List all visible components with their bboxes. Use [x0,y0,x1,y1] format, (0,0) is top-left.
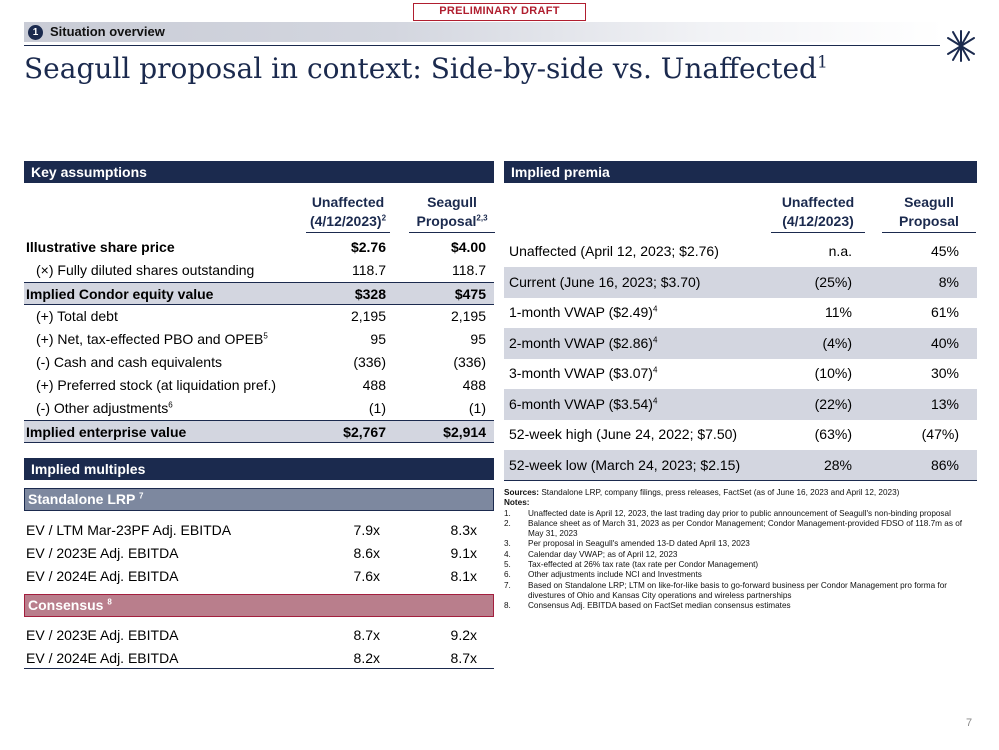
table-row: (+) Total debt 2,195 2,195 [36,308,486,324]
table-row: EV / 2023E Adj. EBITDA 8.7x 9.2x [26,627,477,643]
premia-col-seagull: Seagull Proposal [882,193,976,233]
snowflake-star-icon [947,30,975,62]
table-row: Current (June 16, 2023; $3.70) (25%) 8% [504,267,977,298]
footnote-item: 8. Consensus Adj. EBITDA based on FactSet… [504,601,791,611]
section-number-badge: 1 [28,25,43,40]
section-label: Situation overview [50,24,165,39]
section-bar [24,22,944,42]
table-row: (+) Preferred stock (at liquidation pref… [36,377,486,393]
footnote-item: 7. Based on Standalone LRP; LTM on like-f… [504,580,947,600]
table-row: 1-month VWAP ($2.49)4 11% 61% [509,304,959,320]
table-row: EV / 2024E Adj. EBITDA 8.2x 8.7x [24,647,494,669]
sources-line: Sources: Standalone LRP, company filings… [504,488,900,497]
footnote-item: 6. Other adjustments include NCI and Inve… [504,570,702,580]
consensus-header: Consensus 8 [24,594,494,617]
table-row: (+) Net, tax-effected PBO and OPEB5 95 9… [36,331,486,347]
table-row: EV / 2023E Adj. EBITDA 8.6x 9.1x [26,545,477,561]
table-row: 3-month VWAP ($3.07)4 (10%) 30% [509,365,959,381]
draft-stamp: PRELIMINARY DRAFT [413,3,586,21]
footnote-item: 2. Balance sheet as of March 31, 2023 as … [504,518,963,539]
table-row: Illustrative share price $2.76 $4.00 [26,239,486,255]
standalone-lrp-header: Standalone LRP 7 [24,488,494,511]
table-row: Unaffected (April 12, 2023; $2.76) n.a. … [509,243,959,259]
table-row: (-) Other adjustments6 (1) (1) [36,400,486,416]
footnote-item: 3. Per proposal in Seagull's amended 13-D… [504,539,750,549]
table-row: 6-month VWAP ($3.54)4 (22%) 13% [504,389,977,420]
table-row: 52-week high (June 24, 2022; $7.50) (63%… [509,426,959,442]
table-row: EV / 2024E Adj. EBITDA 7.6x 8.1x [26,568,477,584]
ka-col-unaffected: Unaffected (4/12/2023)2 [306,193,390,233]
footnote-item: 4. Calendar day VWAP; as of April 12, 202… [504,549,678,559]
footnote-item: 5. Tax-effected at 26% tax rate (tax rate… [504,560,759,570]
page-title: Seagull proposal in context: Side-by-sid… [24,52,828,85]
table-row: Implied Condor equity value $328 $475 [24,282,494,305]
footnotes: Sources: Standalone LRP, company filings… [504,488,978,612]
table-row: (×) Fully diluted shares outstanding 118… [36,262,486,278]
table-row: EV / LTM Mar-23PF Adj. EBITDA 7.9x 8.3x [26,522,477,538]
header-rule [24,45,940,46]
premia-col-unaffected: Unaffected (4/12/2023) [771,193,865,233]
table-row: (-) Cash and cash equivalents (336) (336… [36,354,486,370]
notes-label: Notes: [504,498,530,508]
ka-col-seagull: Seagull Proposal2,3 [409,193,495,233]
table-row: 52-week low (March 24, 2023; $2.15) 28% … [504,450,977,481]
implied-premia-header: Implied premia [504,161,977,183]
table-row: 2-month VWAP ($2.86)4 (4%) 40% [504,328,977,359]
implied-multiples-header: Implied multiples [24,458,494,480]
page-number: 7 [966,717,973,729]
key-assumptions-header: Key assumptions [24,161,494,183]
footnote-item: 1. Unaffected date is April 12, 2023, the… [504,508,951,518]
table-row: Implied enterprise value $2,767 $2,914 [24,420,494,443]
